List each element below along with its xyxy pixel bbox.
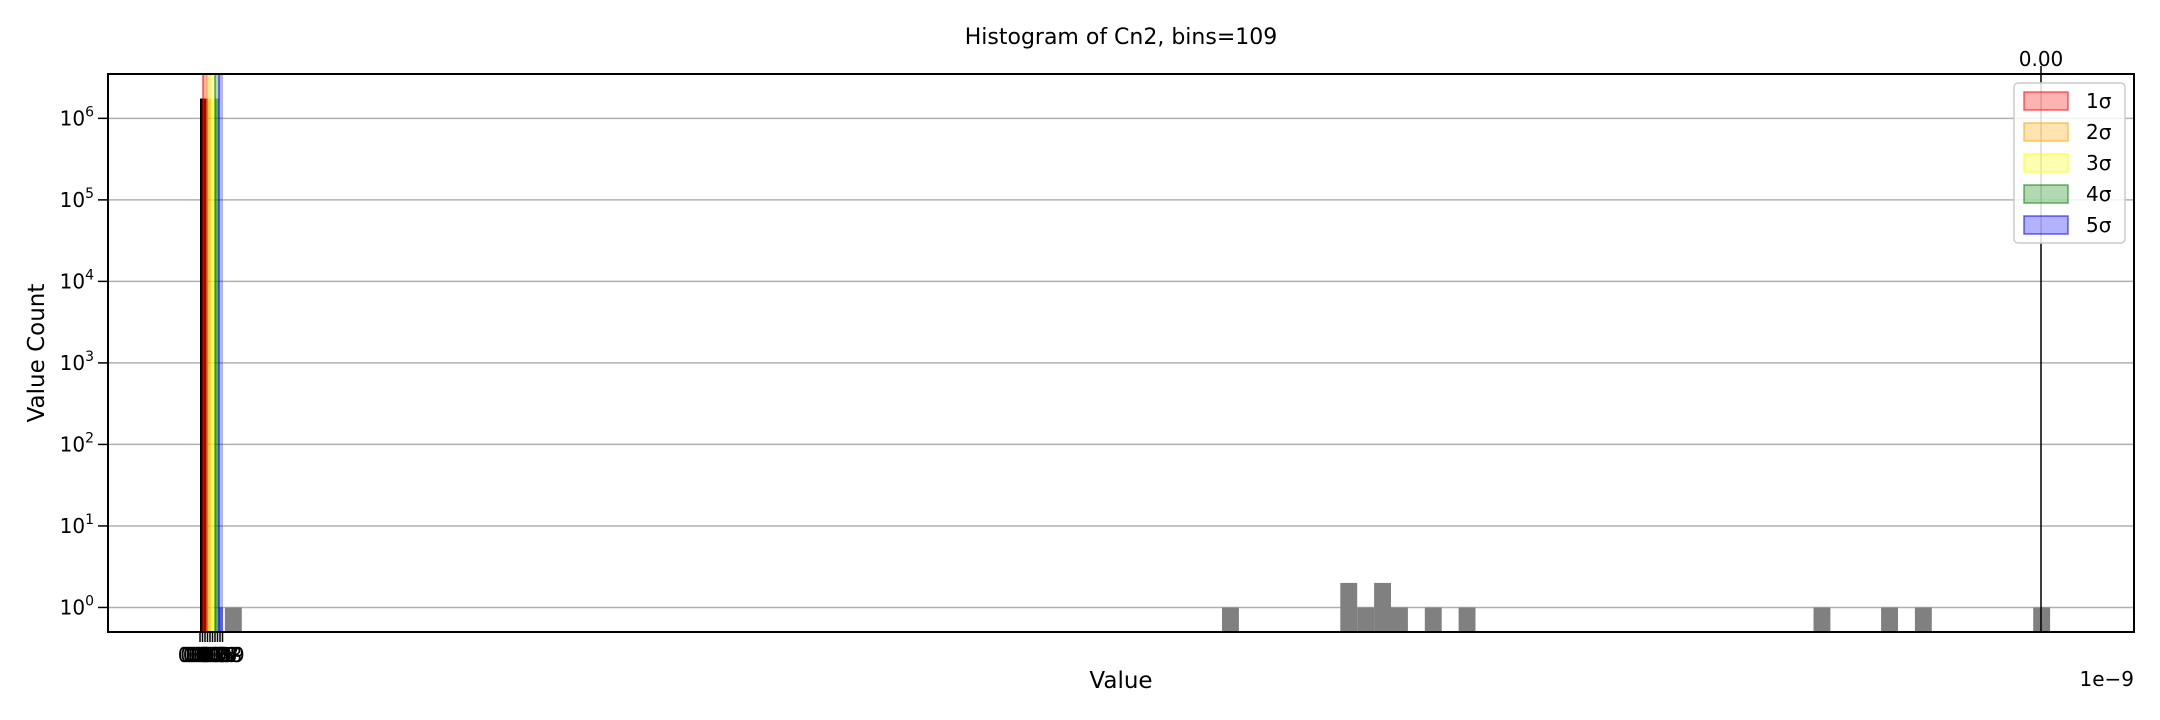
y-tick-label: 106 — [60, 104, 94, 130]
sigma-band-bar — [211, 98, 215, 632]
sigma-band-bar — [219, 607, 223, 632]
x-offset-label: 1e−9 — [2079, 667, 2134, 691]
y-tick-label: 105 — [60, 186, 94, 212]
x-tick-label: 0.03 — [185, 643, 230, 667]
histogram-bar — [1391, 607, 1408, 632]
histogram-bar — [224, 607, 242, 632]
legend-label: 3σ — [2086, 151, 2112, 175]
x-tick-label: 0.00 — [178, 643, 223, 667]
x-tick-label: 0.09 — [200, 643, 245, 667]
histogram-bar — [1881, 607, 1898, 632]
x-axis-label: Value — [1089, 668, 1152, 694]
y-tick-label: 101 — [60, 512, 94, 538]
legend-swatch — [2023, 91, 2069, 111]
x-tick-label: 0.01 — [180, 643, 225, 667]
x-tick-label: 0.06 — [193, 643, 238, 667]
y-tick-label: 102 — [60, 430, 94, 456]
histogram-bars — [224, 582, 2051, 632]
histogram-bar — [1340, 582, 1358, 632]
x-tick-label: 0.07 — [195, 643, 240, 667]
x-axis-ticks: 0.000.010.020.030.040.050.060.070.080.09 — [178, 632, 245, 667]
sigma-band — [219, 74, 223, 632]
legend-swatch — [2023, 184, 2069, 204]
histogram-bar — [1424, 607, 1442, 632]
sigma-band-bar — [207, 98, 211, 632]
legend-label: 2σ — [2086, 120, 2112, 144]
sigma-bands — [200, 74, 223, 632]
y-gridlines — [108, 117, 2134, 609]
histogram-bar — [1458, 607, 1476, 632]
histogram-bar — [1813, 607, 1831, 632]
top-marker-label: 0.00 — [2019, 47, 2064, 71]
legend: 1σ 2σ 3σ 4σ 5σ — [2013, 82, 2126, 244]
sigma-band-bar — [203, 98, 207, 632]
y-axis-ticks: 100 101 102 103 104 105 106 — [60, 104, 108, 619]
legend-label: 4σ — [2086, 182, 2112, 206]
y-axis-label: Value Count — [24, 284, 50, 423]
y-tick-label: 100 — [60, 593, 94, 619]
histogram-bar — [1914, 607, 1932, 632]
x-tick-label: 0.02 — [183, 643, 228, 667]
legend-label: 5σ — [2086, 213, 2112, 237]
legend-swatch — [2023, 153, 2069, 173]
y-tick-label: 103 — [60, 349, 94, 375]
histogram-bar — [1357, 607, 1375, 632]
histogram-bar — [1374, 582, 1391, 632]
sigma-band-bar — [215, 98, 219, 632]
x-tick-label: 0.04 — [188, 643, 233, 667]
y-tick-label: 104 — [60, 267, 94, 293]
chart-title: Histogram of Cn2, bins=109 — [965, 25, 1278, 50]
legend-swatch — [2023, 122, 2069, 142]
histogram-bar — [1222, 607, 1239, 632]
x-tick-label: 0.08 — [198, 643, 243, 667]
x-tick-label: 0.05 — [190, 643, 235, 667]
plot-frame — [107, 73, 2135, 633]
legend-label: 1σ — [2086, 89, 2112, 113]
legend-swatch — [2023, 215, 2069, 235]
